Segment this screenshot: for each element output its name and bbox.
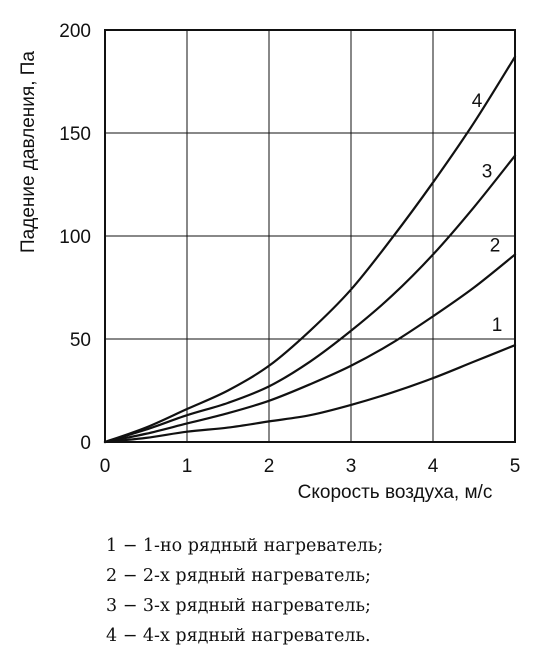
x-tick-label: 0 [100, 456, 111, 477]
x-tick-label: 3 [346, 456, 357, 477]
series-4-label: 4 [472, 91, 483, 112]
series-3-label: 3 [482, 162, 493, 183]
series-layer [103, 55, 517, 444]
legend-item-3: 3 − 3-х рядный нагреватель; [106, 596, 371, 616]
legend-item-4: 4 − 4-х рядный нагреватель. [106, 626, 371, 646]
y-tick-label: 50 [70, 330, 91, 351]
series-1-label: 1 [492, 315, 503, 336]
x-axis-title: Скорость воздуха, м/с [298, 482, 493, 503]
series-1-line [103, 344, 517, 444]
label-layer: 1 2 3 4 [472, 91, 503, 336]
legend-item-2: 2 − 2-х рядный нагреватель; [106, 566, 371, 586]
grid-layer [105, 30, 515, 442]
y-tick-label: 0 [80, 433, 91, 454]
y-tick-label: 150 [59, 124, 91, 145]
y-axis-title: Падение давления, Па [18, 51, 39, 253]
series-2-label: 2 [490, 236, 501, 257]
x-tick-label: 1 [182, 456, 193, 477]
series-2-line [103, 253, 517, 444]
x-tick-label: 2 [264, 456, 275, 477]
y-tick-label: 200 [59, 21, 91, 42]
plot-frame [104, 29, 516, 443]
series-3-line [103, 154, 517, 444]
x-tick-label: 5 [510, 456, 521, 477]
legend: 1 − 1-но рядный нагреватель; 2 − 2-х ряд… [106, 531, 383, 651]
y-tick-label: 100 [59, 227, 91, 248]
legend-item-1: 1 − 1-но рядный нагреватель; [106, 536, 384, 556]
series-4-line [103, 55, 517, 444]
x-tick-label: 4 [428, 456, 439, 477]
